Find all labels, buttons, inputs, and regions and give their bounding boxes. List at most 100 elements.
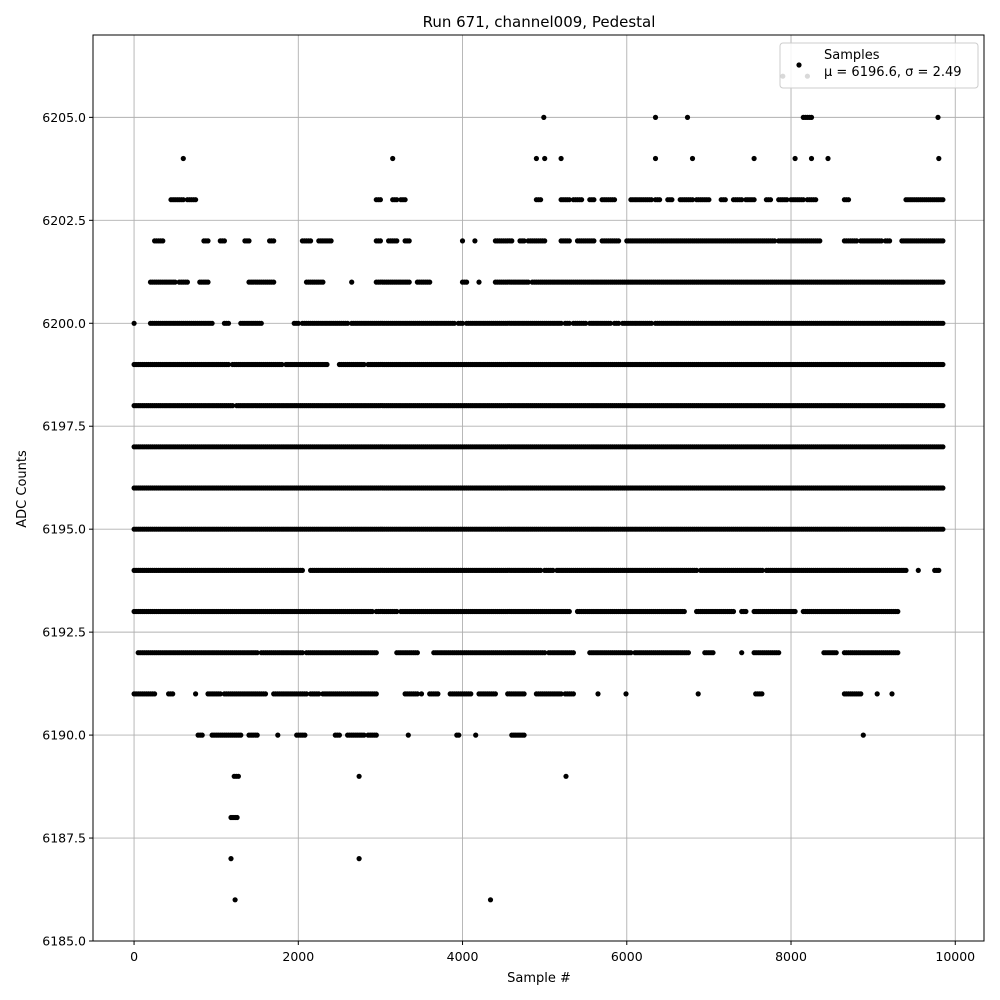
data-point bbox=[739, 197, 745, 203]
data-point bbox=[459, 320, 466, 326]
data-point bbox=[538, 567, 544, 574]
data-point bbox=[279, 361, 285, 368]
data-point bbox=[542, 155, 548, 162]
data-point bbox=[845, 197, 852, 203]
data-point bbox=[361, 361, 367, 368]
data-point bbox=[394, 238, 400, 244]
data-point bbox=[402, 197, 408, 203]
data-point bbox=[234, 814, 240, 821]
data-point bbox=[459, 238, 466, 244]
data-point bbox=[221, 238, 227, 244]
data-point bbox=[694, 567, 700, 574]
data-point bbox=[657, 197, 663, 203]
data-point bbox=[336, 732, 342, 738]
x-axis-ticks: 0 2000 4000 6000 8000 10000 bbox=[130, 941, 975, 964]
data-point bbox=[936, 155, 942, 162]
data-point bbox=[739, 650, 745, 656]
data-point bbox=[808, 155, 815, 162]
data-point bbox=[390, 155, 396, 162]
data-point bbox=[451, 320, 457, 326]
data-point bbox=[940, 444, 946, 450]
legend-marker bbox=[796, 62, 802, 68]
data-point bbox=[776, 650, 782, 656]
data-point bbox=[492, 691, 498, 697]
data-point bbox=[940, 197, 946, 203]
data-point bbox=[394, 197, 400, 203]
data-point bbox=[356, 773, 362, 779]
data-point bbox=[254, 650, 260, 656]
data-point bbox=[800, 197, 806, 203]
data-point bbox=[940, 279, 946, 285]
data-point bbox=[473, 732, 479, 738]
chart-title: Run 671, channel009, Pedestal bbox=[423, 13, 656, 31]
data-point bbox=[685, 650, 692, 656]
x-axis-label: Sample # bbox=[507, 971, 571, 986]
data-point bbox=[435, 691, 441, 697]
data-point bbox=[238, 732, 244, 738]
data-point bbox=[772, 238, 778, 244]
legend-stats: μ = 6196.6, σ = 2.49 bbox=[824, 65, 962, 80]
data-point bbox=[349, 279, 355, 285]
data-point bbox=[418, 691, 425, 697]
data-point bbox=[373, 691, 379, 697]
data-point bbox=[299, 650, 305, 656]
data-point bbox=[271, 238, 277, 244]
data-point bbox=[427, 279, 433, 285]
data-point bbox=[784, 197, 790, 203]
data-point bbox=[320, 279, 326, 285]
data-point bbox=[936, 567, 942, 574]
data-point bbox=[616, 320, 622, 326]
data-point bbox=[405, 732, 411, 738]
data-point bbox=[193, 197, 199, 203]
data-point bbox=[131, 320, 137, 326]
data-point bbox=[521, 238, 527, 244]
legend-box bbox=[779, 42, 979, 89]
data-point bbox=[583, 320, 589, 326]
data-point bbox=[303, 691, 310, 697]
data-point bbox=[743, 608, 749, 615]
data-point bbox=[681, 608, 687, 615]
data-point bbox=[394, 608, 400, 615]
data-point bbox=[209, 320, 215, 326]
data-point bbox=[295, 320, 301, 326]
y-tick-label: 6185.0 bbox=[42, 934, 86, 949]
data-point bbox=[472, 238, 478, 244]
data-point bbox=[860, 732, 866, 738]
data-point bbox=[566, 197, 572, 203]
data-point bbox=[172, 279, 178, 285]
data-point bbox=[302, 732, 308, 738]
data-point bbox=[759, 567, 765, 574]
data-point bbox=[833, 650, 839, 656]
data-point bbox=[299, 567, 305, 574]
data-point bbox=[456, 732, 462, 738]
data-point bbox=[558, 691, 564, 697]
x-tick-label: 0 bbox=[130, 949, 138, 964]
data-point bbox=[316, 691, 322, 697]
y-axis-label: ADC Counts bbox=[15, 450, 30, 528]
data-point bbox=[858, 691, 864, 697]
data-point bbox=[813, 197, 819, 203]
data-point bbox=[940, 361, 946, 368]
data-point bbox=[570, 691, 577, 697]
data-point bbox=[152, 691, 158, 697]
data-point bbox=[232, 897, 238, 903]
x-tick-label: 8000 bbox=[775, 949, 807, 964]
data-point bbox=[533, 155, 540, 162]
data-point bbox=[579, 197, 585, 203]
data-point bbox=[414, 691, 420, 697]
data-point bbox=[695, 691, 701, 697]
data-point bbox=[406, 238, 412, 244]
data-point bbox=[710, 650, 716, 656]
x-tick-label: 6000 bbox=[611, 949, 643, 964]
data-point bbox=[895, 650, 901, 656]
data-point bbox=[228, 856, 234, 862]
data-point bbox=[275, 732, 281, 738]
data-point bbox=[230, 403, 236, 409]
data-point bbox=[792, 608, 798, 615]
data-point bbox=[509, 238, 515, 244]
data-point bbox=[308, 238, 314, 244]
data-point bbox=[689, 197, 696, 203]
data-point bbox=[652, 155, 659, 162]
data-point bbox=[591, 197, 597, 203]
